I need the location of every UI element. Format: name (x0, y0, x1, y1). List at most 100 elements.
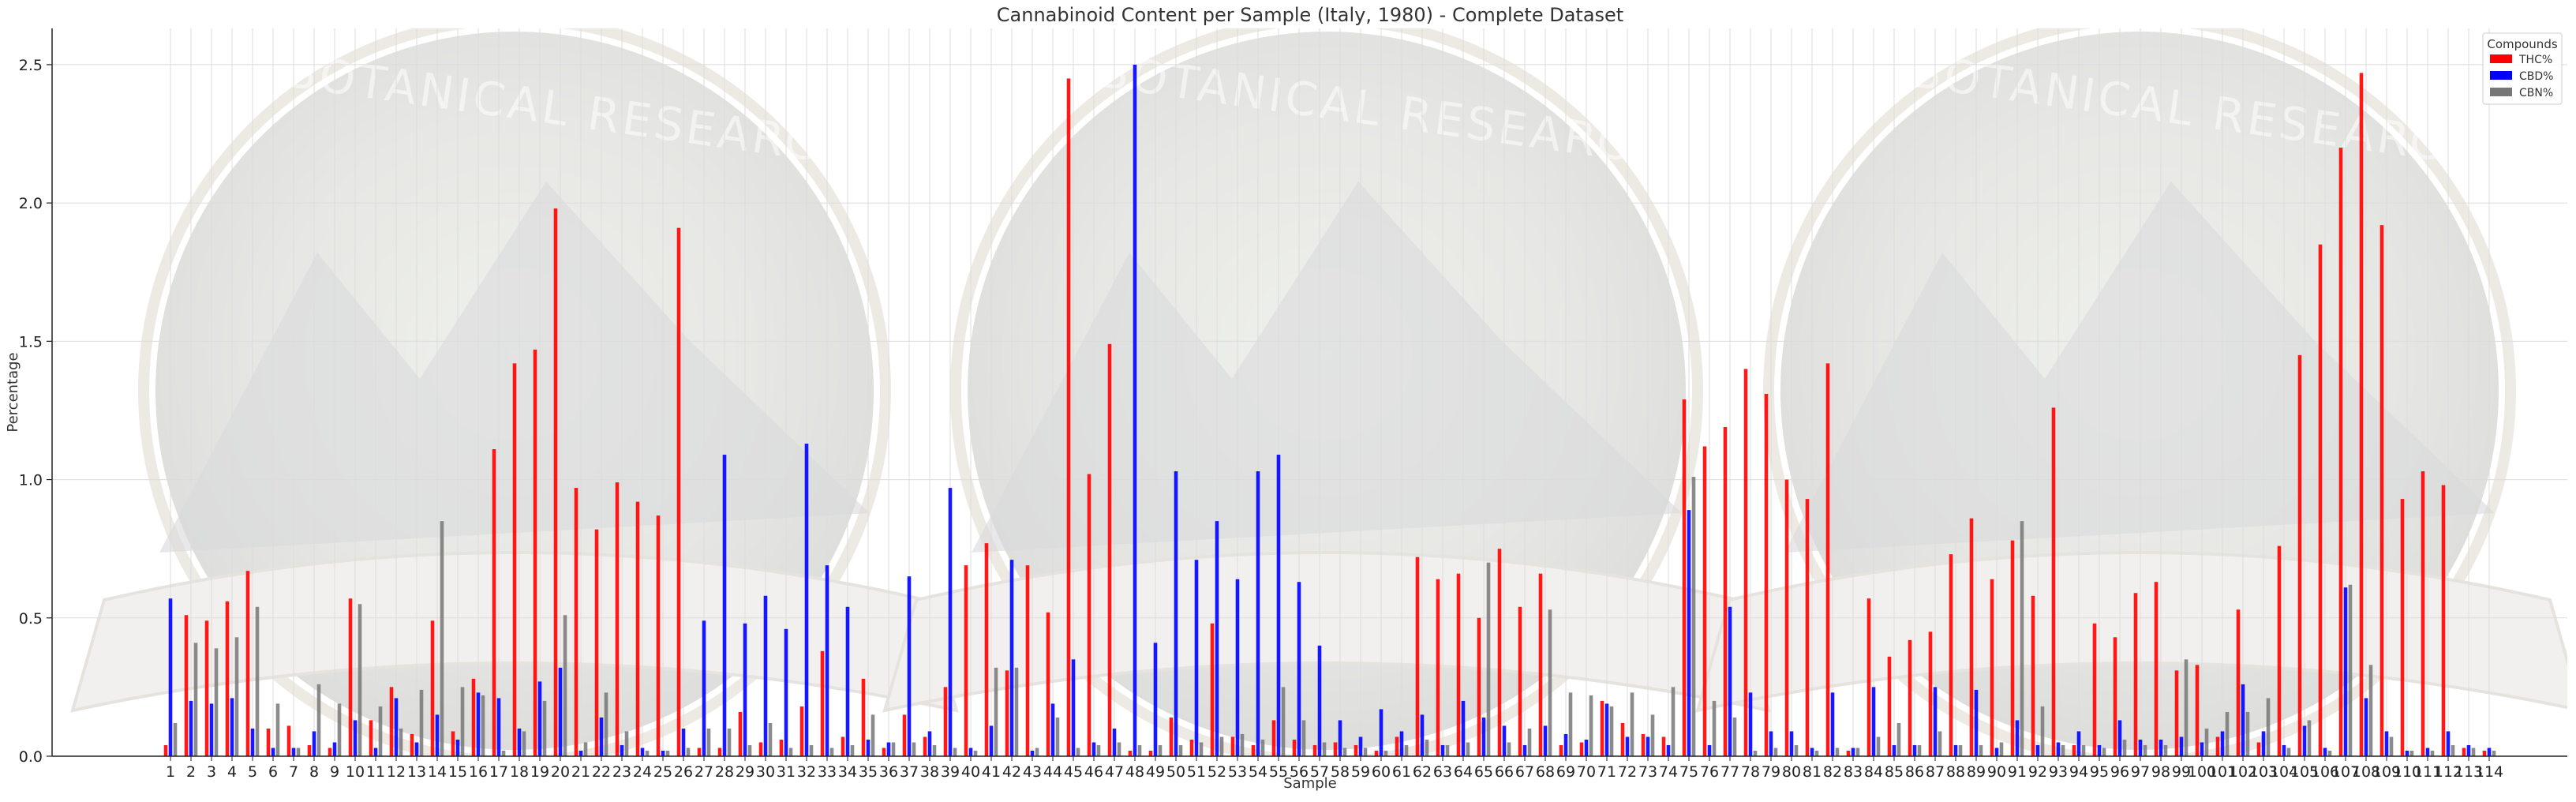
bar (1271, 720, 1276, 756)
bar (574, 488, 578, 756)
axes (51, 28, 2567, 757)
bar (1158, 744, 1163, 756)
legend-box (2482, 32, 2563, 105)
bar (563, 615, 567, 756)
bar (2430, 750, 2435, 756)
x-tick-label: 98 (2151, 763, 2170, 781)
x-tick-label: 42 (1002, 763, 1021, 781)
bar (2097, 744, 2102, 756)
bar (747, 744, 752, 756)
bar (553, 208, 558, 757)
bar (676, 227, 681, 756)
bar (788, 748, 793, 756)
bar (1979, 744, 1983, 756)
bar (1604, 703, 1609, 756)
bar (1301, 720, 1306, 756)
bar (866, 739, 871, 756)
bar (168, 598, 173, 756)
bar (2138, 739, 2143, 756)
x-tick-label: 18 (510, 763, 529, 781)
x-tick-label: 21 (571, 763, 590, 781)
bar (460, 687, 465, 756)
x-tick-label: 45 (1064, 763, 1083, 781)
bar (2421, 471, 2425, 756)
bar (1855, 748, 1860, 756)
bar (1312, 744, 1317, 756)
x-tick-label: 35 (859, 763, 878, 781)
bar (1743, 369, 1748, 756)
x-tick-label: 90 (1987, 763, 2006, 781)
x-tick-label: 66 (1495, 763, 1514, 781)
bar (399, 728, 403, 756)
bar (1395, 736, 1399, 756)
x-tick-label: 44 (1043, 763, 1062, 781)
x-tick-label: 83 (1844, 763, 1863, 781)
bar (1235, 579, 1240, 756)
x-tick-label: 52 (1208, 763, 1226, 781)
x-tick-label: 27 (695, 763, 713, 781)
x-tick-label: 22 (592, 763, 611, 781)
x-tick-label: 77 (1720, 763, 1739, 781)
bar (645, 750, 650, 756)
x-tick-label: 40 (961, 763, 980, 781)
bar (1174, 471, 1178, 756)
x-tick-label: 103 (2249, 763, 2278, 781)
bar (291, 748, 296, 756)
bar (2297, 354, 2302, 756)
bar (1066, 78, 1071, 756)
bar (1415, 557, 1420, 756)
x-tick-label: 29 (736, 763, 754, 781)
bar (2200, 742, 2204, 756)
bar (1825, 363, 1830, 756)
bar (1764, 393, 1769, 756)
bar (1035, 748, 1039, 756)
x-tick-label: 6 (268, 763, 278, 781)
x-tick-label: 81 (1803, 763, 1822, 781)
y-tick-label: 2.5 (19, 57, 43, 74)
bar (250, 728, 255, 756)
bar (245, 571, 250, 756)
bar (2471, 748, 2476, 756)
bar (2364, 698, 2368, 756)
bar (271, 748, 275, 756)
bar (2482, 750, 2487, 756)
bar (517, 728, 522, 756)
bar (455, 739, 460, 756)
legend-title: Compounds (2487, 37, 2557, 51)
bar (665, 750, 670, 756)
bar (845, 606, 850, 756)
bar (1732, 717, 1737, 756)
bar (943, 687, 948, 756)
bar (902, 714, 907, 756)
bar (1071, 659, 1076, 756)
bar (2318, 244, 2323, 756)
bar (1974, 689, 1979, 756)
x-tick-label: 112 (2434, 763, 2462, 781)
bar (225, 601, 230, 756)
x-tick-label: 86 (1905, 763, 1924, 781)
bar (430, 620, 435, 756)
bar (2400, 499, 2405, 756)
x-tick-label: 70 (1577, 763, 1596, 781)
x-tick-label: 30 (756, 763, 775, 781)
bar (717, 748, 722, 756)
bar (1087, 474, 1091, 756)
bar (1990, 579, 1994, 756)
x-tick-label: 38 (920, 763, 939, 781)
bar (348, 598, 353, 756)
x-tick-label: 92 (2028, 763, 2047, 781)
x-tick-label: 25 (653, 763, 672, 781)
bar (214, 648, 219, 756)
bar (2179, 736, 2184, 756)
x-tick-label: 68 (1536, 763, 1555, 781)
bar (286, 725, 291, 756)
y-tick-label: 1.5 (19, 333, 43, 350)
bar (1014, 667, 1019, 756)
bar (316, 684, 321, 756)
bar (2409, 750, 2414, 756)
y-tick-label: 2.0 (19, 195, 43, 212)
x-tick-label: 17 (489, 763, 508, 781)
x-tick-label: 47 (1105, 763, 1124, 781)
bar (1112, 728, 1117, 756)
bar (1440, 744, 1445, 756)
